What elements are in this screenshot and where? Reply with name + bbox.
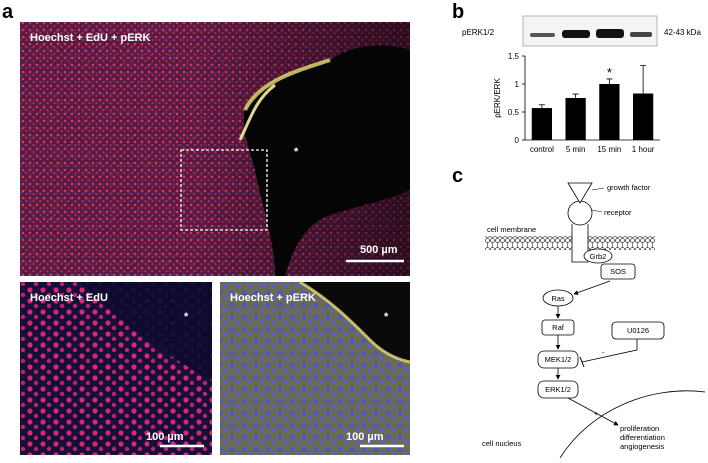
node-label: U0126 (627, 326, 649, 335)
scale-label: 100 µm (146, 431, 184, 443)
micrograph-edu: Hoechst + EdU * 100 µm (20, 282, 212, 455)
y-tick-label: 1.5 (508, 52, 520, 61)
error-bar (606, 78, 613, 84)
node-label: ERK1/2 (545, 385, 571, 394)
label: cell nucleus (482, 439, 521, 448)
node-label: Ras (551, 294, 565, 303)
error-bar (538, 104, 545, 109)
scale-label: 500 µm (360, 244, 398, 256)
label: growth factor (607, 183, 651, 192)
node-label: Grb2 (590, 252, 607, 261)
bar (565, 98, 586, 140)
error-bar (572, 93, 579, 98)
y-tick-label: 0 (515, 136, 520, 145)
outcome: differentiation (620, 433, 665, 442)
x-tick-label: 15 min (597, 145, 621, 154)
bar (531, 108, 552, 140)
x-tick-label: 1 hour (632, 145, 655, 154)
blot-label: pERK1/2 (462, 28, 495, 37)
label: receptor (604, 208, 632, 217)
scale-label: 100 µm (346, 431, 384, 443)
outcome: angiogenesis (620, 442, 664, 451)
bar (633, 93, 654, 140)
node-label: Raf (552, 323, 565, 332)
panel-letter: b (452, 1, 464, 23)
micrograph-main: Hoechst + EdU + pERK * 500 µm (20, 22, 410, 276)
annotation: * (607, 65, 612, 80)
panel-letter: a (2, 1, 14, 23)
y-tick-label: 1 (515, 80, 520, 89)
bar-chart: 0 0.5 1 1.5 pERK/ERK control 5 min 15 min 1 hour… (493, 52, 660, 154)
node-label: SOS (610, 267, 626, 276)
asterisk: * (294, 146, 299, 158)
y-tick-label: 0.5 (508, 108, 520, 117)
inhibit-sign: - (602, 348, 605, 357)
node-label: MEK1/2 (545, 355, 572, 364)
plus-sign: + (594, 409, 599, 418)
y-axis-label: pERK/ERK (493, 78, 502, 118)
asterisk: * (384, 311, 389, 323)
image-label: Hoechst + EdU + pERK (30, 32, 150, 44)
label: cell membrane (487, 225, 536, 234)
western-blot: pERK1/2 42-43 kDa (462, 15, 701, 47)
bar (599, 84, 620, 140)
error-bar (640, 65, 647, 94)
panel-letter: c (452, 165, 463, 187)
asterisk: * (184, 311, 189, 323)
pathway-diagram: growth factor receptor cell membrane Grb… (482, 182, 706, 459)
image-label: Hoechst + EdU (30, 292, 108, 304)
blot-size: 42-43 kDa (664, 28, 701, 37)
micrograph-perk: Hoechst + pERK * 100 µm (220, 280, 411, 455)
outcome: proliferation (620, 424, 659, 433)
image-label: Hoechst + pERK (230, 292, 316, 304)
x-tick-label: control (530, 145, 554, 154)
x-tick-label: 5 min (566, 145, 586, 154)
